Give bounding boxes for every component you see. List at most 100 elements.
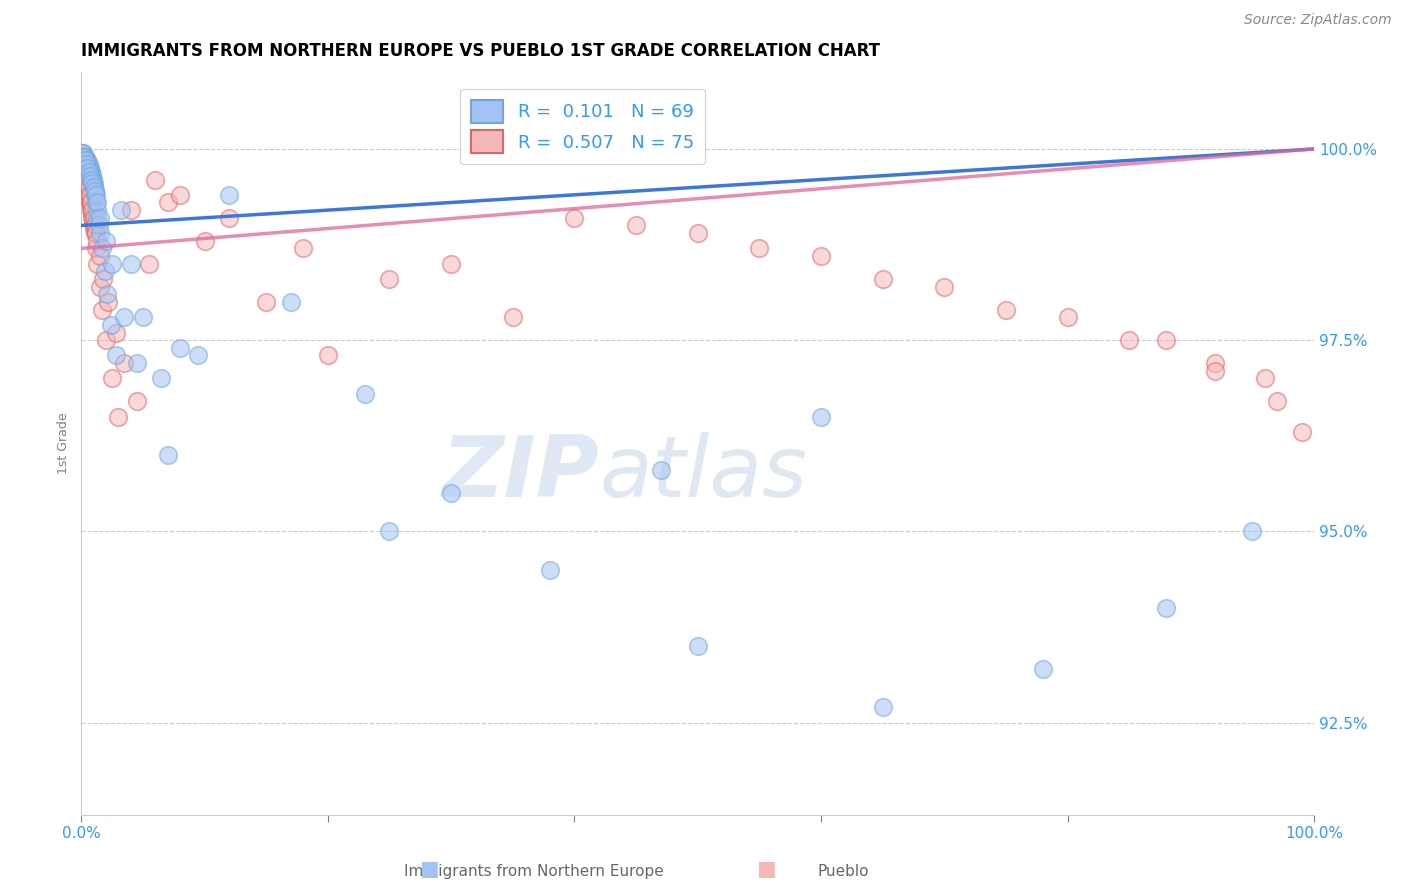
- Point: [73, 157, 96, 171]
- Point: [1154, 601, 1177, 615]
- Point: [82, 169, 104, 183]
- Point: [77, 165, 100, 179]
- Point: [79, 199, 101, 213]
- Point: [73, 165, 96, 179]
- Point: [72, 145, 94, 160]
- Point: [73, 150, 96, 164]
- Point: [77, 180, 100, 194]
- Point: [82, 172, 104, 186]
- Point: [1265, 394, 1288, 409]
- Point: [84, 226, 107, 240]
- Y-axis label: 1st Grade: 1st Grade: [58, 413, 70, 475]
- Point: [75, 157, 97, 171]
- Point: [87, 219, 110, 233]
- Point: [93, 272, 115, 286]
- Point: [114, 356, 136, 370]
- Point: [440, 486, 463, 500]
- Point: [169, 187, 191, 202]
- Point: [218, 187, 240, 202]
- Point: [80, 169, 103, 183]
- Point: [538, 563, 561, 577]
- Legend: R =  0.101   N = 69, R =  0.507   N = 75: R = 0.101 N = 69, R = 0.507 N = 75: [460, 89, 704, 164]
- Point: [75, 153, 97, 168]
- Point: [86, 211, 108, 225]
- Point: [378, 524, 401, 539]
- Point: [93, 264, 115, 278]
- Point: [97, 294, 120, 309]
- Point: [82, 203, 104, 218]
- Point: [872, 700, 894, 714]
- Point: [80, 165, 103, 179]
- Point: [143, 172, 166, 186]
- Point: [748, 241, 770, 255]
- Point: [101, 371, 124, 385]
- Point: [810, 249, 832, 263]
- Point: [77, 187, 100, 202]
- Point: [76, 177, 98, 191]
- Point: [83, 180, 105, 194]
- Point: [94, 234, 117, 248]
- Point: [125, 394, 148, 409]
- Point: [84, 241, 107, 255]
- Point: [1118, 333, 1140, 347]
- Point: [502, 310, 524, 325]
- Point: [1241, 524, 1264, 539]
- Point: [83, 211, 105, 225]
- Point: [80, 207, 103, 221]
- Point: [73, 150, 96, 164]
- Point: [1056, 310, 1078, 325]
- Point: [110, 203, 132, 218]
- Point: [104, 326, 127, 340]
- Point: [125, 356, 148, 370]
- Point: [624, 219, 647, 233]
- Point: [79, 161, 101, 175]
- Point: [686, 639, 709, 653]
- Point: [100, 318, 122, 332]
- Point: [316, 349, 339, 363]
- Point: [86, 195, 108, 210]
- Point: [80, 195, 103, 210]
- Point: [686, 226, 709, 240]
- Point: [994, 302, 1017, 317]
- Point: [73, 157, 96, 171]
- Point: [872, 272, 894, 286]
- Point: [77, 184, 100, 198]
- Point: [83, 180, 105, 194]
- Point: [353, 386, 375, 401]
- Point: [89, 211, 111, 225]
- Point: [79, 161, 101, 175]
- Point: [73, 150, 96, 164]
- Point: [156, 195, 179, 210]
- Point: [82, 214, 104, 228]
- Point: [86, 234, 108, 248]
- Point: [1254, 371, 1277, 385]
- Text: ZIP: ZIP: [441, 432, 599, 515]
- Point: [91, 241, 114, 255]
- Point: [280, 294, 302, 309]
- Point: [1032, 662, 1054, 676]
- Point: [82, 211, 104, 225]
- Point: [187, 349, 209, 363]
- Point: [292, 241, 315, 255]
- Point: [72, 145, 94, 160]
- Point: [440, 257, 463, 271]
- Point: [156, 448, 179, 462]
- Point: [79, 195, 101, 210]
- Text: Pueblo: Pueblo: [818, 864, 869, 879]
- Point: [83, 219, 105, 233]
- Point: [72, 153, 94, 168]
- Point: [83, 184, 105, 198]
- Point: [79, 187, 101, 202]
- Point: [86, 257, 108, 271]
- Point: [107, 409, 129, 424]
- Text: atlas: atlas: [599, 432, 807, 515]
- Point: [132, 310, 155, 325]
- Point: [80, 203, 103, 218]
- Point: [120, 203, 142, 218]
- Point: [84, 187, 107, 202]
- Point: [75, 153, 97, 168]
- Point: [193, 234, 215, 248]
- Point: [169, 341, 191, 355]
- Point: [378, 272, 401, 286]
- Point: [104, 349, 127, 363]
